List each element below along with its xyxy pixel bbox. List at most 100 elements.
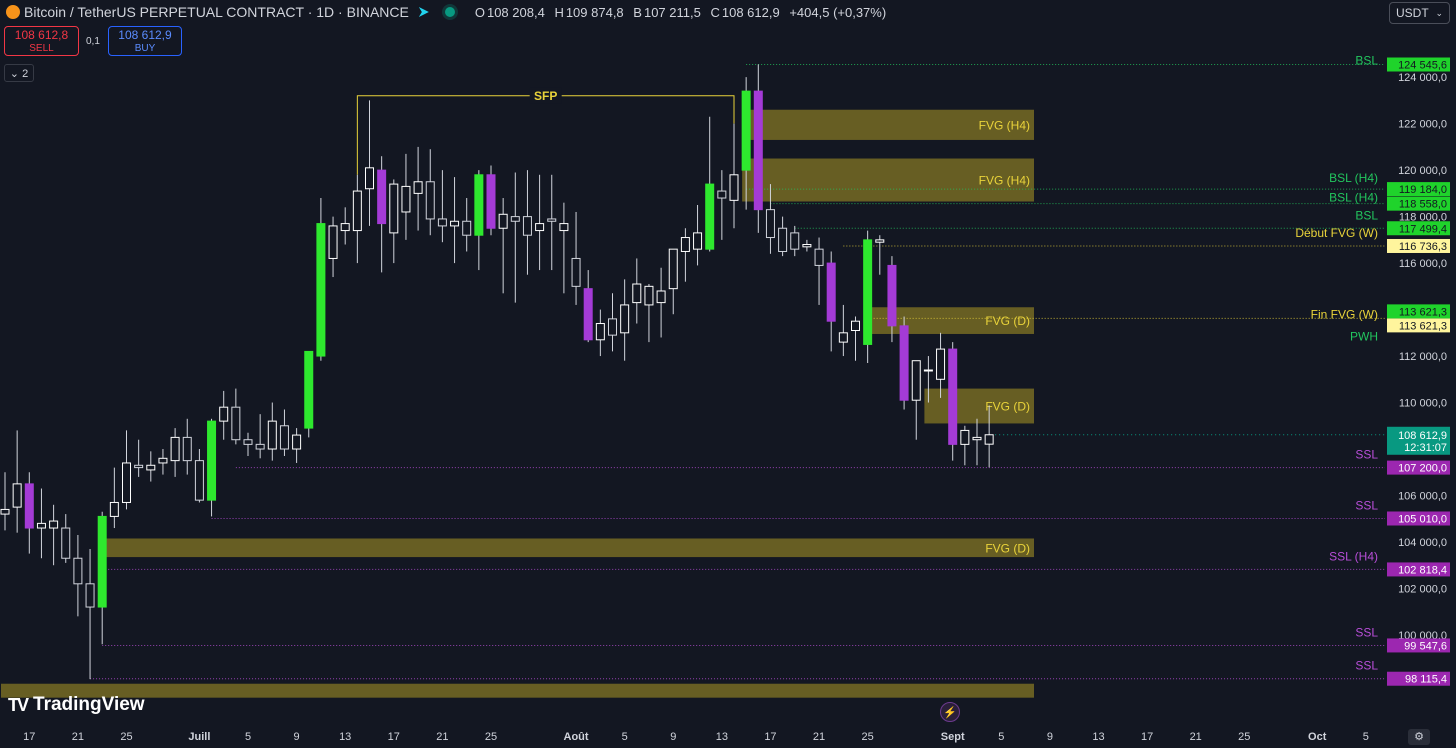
fvg-zone-label: FVG (D) — [985, 400, 1030, 414]
gear-icon[interactable]: ⚙ — [1408, 729, 1430, 745]
candle-body — [134, 464, 144, 469]
candle-body — [608, 318, 617, 336]
sfp-label: SFP — [534, 89, 557, 103]
time-tick-label: 13 — [339, 731, 351, 743]
price-badge — [1387, 638, 1450, 653]
candle-body — [887, 264, 897, 327]
candle-body — [255, 443, 265, 450]
candle-body — [535, 223, 545, 232]
candle-body — [365, 167, 374, 190]
time-tick-label: 25 — [862, 731, 874, 743]
price-tick-label: 104 000,0 — [1398, 537, 1447, 549]
candle-body — [219, 406, 229, 422]
time-tick-label: 5 — [622, 731, 628, 743]
level-label: BSL (H4) — [1329, 171, 1378, 185]
candle-body — [729, 174, 739, 201]
candle-body — [267, 420, 277, 450]
price-tick-label: 118 000,0 — [1399, 212, 1447, 224]
level-label: Début FVG (W) — [1295, 226, 1378, 240]
candle-body — [826, 262, 836, 322]
fvg-zone-label: FVG (H4) — [979, 174, 1030, 188]
price-badge — [1387, 304, 1450, 319]
candle-body — [401, 185, 411, 213]
price-badge — [1387, 238, 1450, 253]
candle-body — [717, 190, 727, 199]
fvg-zone-4 — [98, 538, 1034, 558]
candle-body — [316, 223, 326, 357]
price-tick-label: 120 000,0 — [1398, 165, 1447, 177]
candle-body — [49, 520, 59, 529]
candle-body — [984, 434, 994, 445]
price-badge-label: 117 499,4 — [1399, 223, 1447, 235]
sfp-bracket — [356, 95, 735, 175]
candle-body — [304, 350, 314, 429]
fvg-zone-label: FVG (H4) — [979, 118, 1030, 132]
chevron-down-icon: ⌄ — [9, 68, 20, 80]
price-tick-label: 122 000,0 — [1398, 119, 1447, 131]
candle-body — [389, 183, 399, 234]
price-badge — [1387, 318, 1450, 333]
candle-body — [207, 420, 217, 501]
price-badge — [1387, 221, 1450, 236]
currency-select[interactable]: USDT ⌄ — [1389, 2, 1450, 24]
time-tick-label: Sept — [941, 731, 965, 743]
candle-body — [547, 218, 557, 222]
candle-body — [814, 248, 824, 266]
candle-body — [668, 248, 678, 290]
sell-price: 108 612,8 — [14, 28, 69, 42]
price-badge — [1387, 511, 1450, 526]
tradingview-logo: TV TradingView — [8, 694, 145, 716]
level-label: SSL — [1355, 499, 1378, 513]
candle-body — [85, 583, 95, 608]
currency-value: USDT — [1396, 6, 1429, 20]
candle-body — [170, 436, 180, 462]
candle-body — [243, 439, 253, 445]
level-label: BSL — [1355, 208, 1378, 222]
time-tick-label: 25 — [120, 731, 132, 743]
candle-body — [474, 174, 484, 236]
buy-button[interactable]: 108 612,9 BUY — [108, 26, 182, 56]
market-status-icon[interactable] — [444, 7, 455, 17]
price-tick-label: 116 000,0 — [1399, 258, 1447, 270]
candle-body — [122, 462, 131, 503]
candle-body — [61, 527, 71, 559]
time-tick-label: 5 — [1363, 731, 1369, 743]
symbol-title[interactable]: Bitcoin / TetherUS PERPETUAL CONTRACT · … — [24, 4, 409, 20]
indicators-collapse-button[interactable]: ⌄ 2 — [4, 64, 34, 82]
candle-body — [522, 216, 532, 236]
candle-body — [292, 434, 302, 450]
candle-body — [753, 90, 763, 211]
candle-body — [863, 239, 873, 345]
time-tick-label: Juill — [188, 731, 210, 743]
candle-body — [352, 190, 362, 232]
fvg-zone-5 — [1, 683, 1034, 698]
lightning-icon[interactable]: ⚡ — [940, 702, 960, 722]
candle-body — [644, 285, 654, 306]
candle-body — [583, 288, 593, 341]
candle-body — [911, 360, 921, 401]
candle-body — [328, 225, 338, 259]
price-tick-label: 110 000,0 — [1399, 398, 1447, 410]
candle-body — [802, 244, 812, 248]
bitcoin-logo-icon — [6, 5, 20, 19]
time-tick-label: 17 — [1141, 731, 1153, 743]
time-tick-label: 17 — [764, 731, 776, 743]
candle-body — [656, 290, 666, 304]
time-tick-label: 13 — [1092, 731, 1104, 743]
live-flag-icon — [418, 7, 429, 17]
price-axis — [1385, 0, 1456, 748]
price-badge — [1387, 562, 1450, 577]
candle-body — [24, 483, 34, 529]
time-tick-label: 13 — [716, 731, 728, 743]
price-badge-label: 107 200,0 — [1398, 463, 1447, 475]
candle-body — [741, 90, 751, 171]
buy-label: BUY — [134, 43, 156, 54]
candle-body — [765, 209, 775, 239]
chart-header: Bitcoin / TetherUS PERPETUAL CONTRACT · … — [6, 3, 892, 21]
time-tick-label: 21 — [436, 731, 448, 743]
sell-button[interactable]: 108 612,8 SELL — [4, 26, 79, 56]
price-tick-label: 102 000,0 — [1398, 583, 1447, 595]
price-badge-label: 113 621,3 — [1399, 306, 1447, 318]
candle-body — [450, 220, 460, 227]
